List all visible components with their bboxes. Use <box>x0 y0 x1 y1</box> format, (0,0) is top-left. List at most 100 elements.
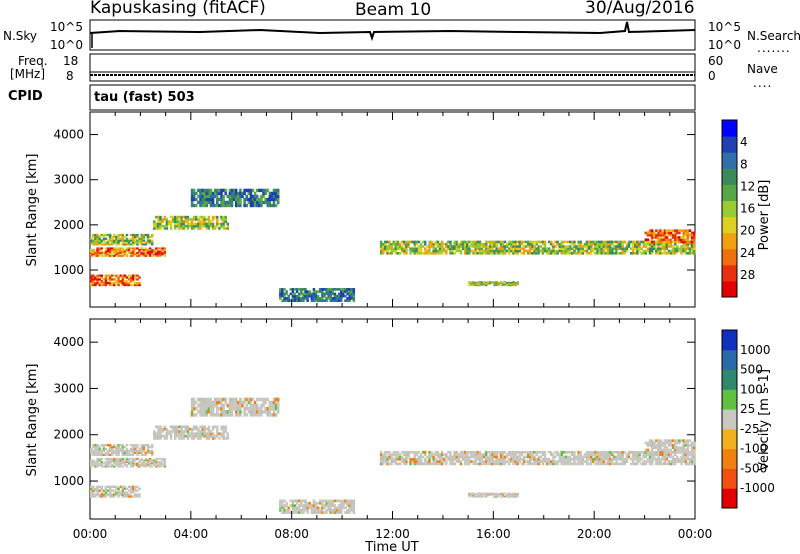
power-cell <box>388 245 391 248</box>
power-cell <box>663 242 666 246</box>
power-cell <box>457 247 461 251</box>
power-cell <box>304 294 307 298</box>
velocity-cell <box>558 453 561 456</box>
velocity-cell <box>417 462 421 466</box>
velocity-cell <box>94 464 97 467</box>
power-cell <box>228 188 232 193</box>
velocity-cell <box>289 504 293 507</box>
velocity-cell <box>94 449 97 453</box>
velocity-cell <box>505 460 509 463</box>
power-cell <box>562 245 566 248</box>
power-cell <box>314 290 318 293</box>
velocity-cell <box>533 455 536 459</box>
velocity-cell <box>665 446 669 450</box>
power-cell <box>129 250 133 253</box>
velocity-cell <box>491 460 494 463</box>
velocity-cell <box>501 492 505 494</box>
velocity-cell <box>686 450 690 454</box>
velocity-cell <box>165 427 169 431</box>
velocity-cell <box>430 453 433 456</box>
velocity-cell <box>394 462 398 466</box>
power-cell <box>585 251 589 255</box>
velocity-cell <box>657 453 660 456</box>
power-cell <box>417 247 421 251</box>
power-cell <box>285 290 288 293</box>
power-cell <box>663 233 666 237</box>
power-cell <box>153 248 156 251</box>
velocity-cell <box>669 462 673 466</box>
velocity-cell <box>573 453 576 456</box>
velocity-cell <box>113 462 116 465</box>
velocity-cell <box>342 504 345 507</box>
power-cell <box>243 200 246 205</box>
colorbar-tick-label: 16 <box>740 202 755 216</box>
power-cell <box>251 200 255 205</box>
power-cell <box>123 251 127 254</box>
power-cell <box>346 299 349 302</box>
power-cell <box>205 197 209 202</box>
power-cell <box>255 194 259 199</box>
velocity-cell <box>571 462 574 466</box>
velocity-cell <box>239 410 242 414</box>
power-cell <box>190 220 194 223</box>
power-cell <box>667 251 671 255</box>
power-cell <box>216 194 219 199</box>
velocity-cell <box>94 465 97 468</box>
velocity-cell <box>258 397 261 402</box>
velocity-cell <box>94 453 97 456</box>
power-cell <box>157 215 160 219</box>
velocity-cell <box>192 434 196 438</box>
power-cell <box>676 247 679 251</box>
power-cell <box>495 282 498 284</box>
power-cell <box>655 247 658 251</box>
power-cell <box>232 197 236 202</box>
power-cell <box>111 274 114 277</box>
velocity-cell <box>518 450 522 454</box>
velocity-cell <box>663 462 666 466</box>
velocity-cell <box>619 457 622 461</box>
velocity-cell <box>631 450 635 454</box>
velocity-cell <box>476 457 480 461</box>
power-cell <box>673 249 677 253</box>
velocity-cell <box>472 494 475 497</box>
power-cell <box>445 249 448 253</box>
velocity-cell <box>100 462 104 465</box>
velocity-cell <box>564 462 568 466</box>
velocity-cell <box>167 430 171 433</box>
power-cell <box>417 240 421 244</box>
velocity-cell <box>648 444 652 447</box>
velocity-cell <box>478 462 482 466</box>
power-cell <box>108 248 112 251</box>
power-cell <box>142 250 146 253</box>
power-cell <box>470 283 473 285</box>
velocity-cell <box>583 455 587 459</box>
velocity-cell <box>207 410 211 414</box>
power-cell <box>329 288 332 291</box>
velocity-cell <box>463 450 467 454</box>
velocity-cell <box>640 462 643 466</box>
power-cell <box>213 215 217 219</box>
power-cell <box>495 285 498 287</box>
velocity-cell <box>159 460 162 463</box>
power-cell <box>600 240 603 244</box>
power-cell <box>155 227 158 230</box>
power-cell <box>134 247 137 250</box>
velocity-cell <box>514 496 517 498</box>
velocity-cell <box>205 406 209 411</box>
power-cell <box>573 240 576 244</box>
power-cell <box>468 282 471 284</box>
velocity-cell <box>478 494 482 496</box>
power-cell <box>457 245 461 248</box>
power-cell <box>222 227 225 230</box>
power-cell <box>119 274 122 277</box>
power-cell <box>673 247 677 251</box>
power-cell <box>661 231 664 235</box>
velocity-cell <box>535 462 538 466</box>
velocity-cell <box>667 448 671 452</box>
power-cell <box>556 249 559 253</box>
velocity-cell <box>598 462 601 466</box>
power-cell <box>117 251 120 254</box>
velocity-cell <box>453 453 456 456</box>
power-cell <box>394 249 398 253</box>
velocity-cell <box>657 455 660 459</box>
